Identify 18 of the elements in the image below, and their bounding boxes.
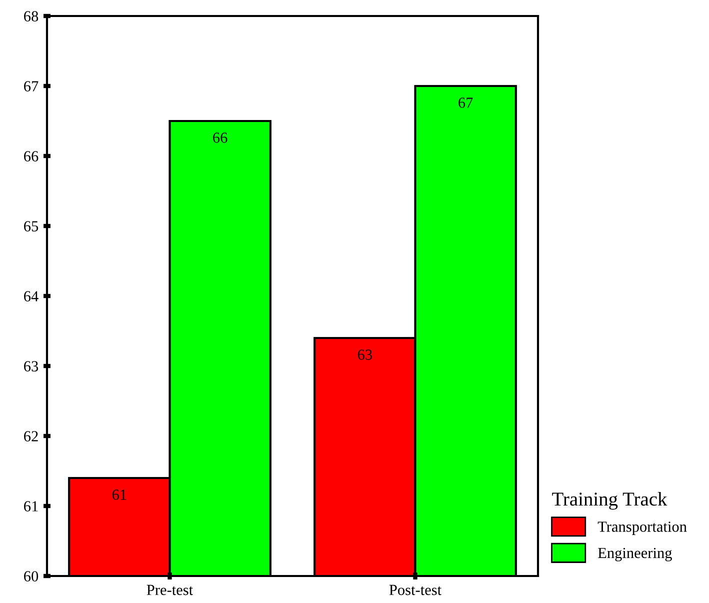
y-tick-label: 65 <box>24 221 38 232</box>
data-label: 66 <box>213 132 228 143</box>
y-tick-label: 61 <box>24 501 38 512</box>
y-tick-label: 60 <box>24 571 38 582</box>
y-tick-label: 66 <box>24 151 38 162</box>
legend-title: Training Track <box>552 492 668 510</box>
y-tick-label: 63 <box>24 361 38 372</box>
legend-label: Transportation <box>598 522 687 535</box>
x-tick-label: Pre-test <box>146 584 193 596</box>
data-label: 61 <box>112 490 126 500</box>
legend-label: Engineering <box>598 548 672 562</box>
y-tick-label: 64 <box>24 291 38 302</box>
x-tick-label: Post-test <box>389 584 442 596</box>
y-tick-label: 68 <box>24 11 38 22</box>
y-tick-label: 62 <box>24 431 38 442</box>
y-tick-label: 67 <box>24 81 38 92</box>
data-label: 67 <box>458 98 473 108</box>
data-label: 63 <box>358 350 372 360</box>
